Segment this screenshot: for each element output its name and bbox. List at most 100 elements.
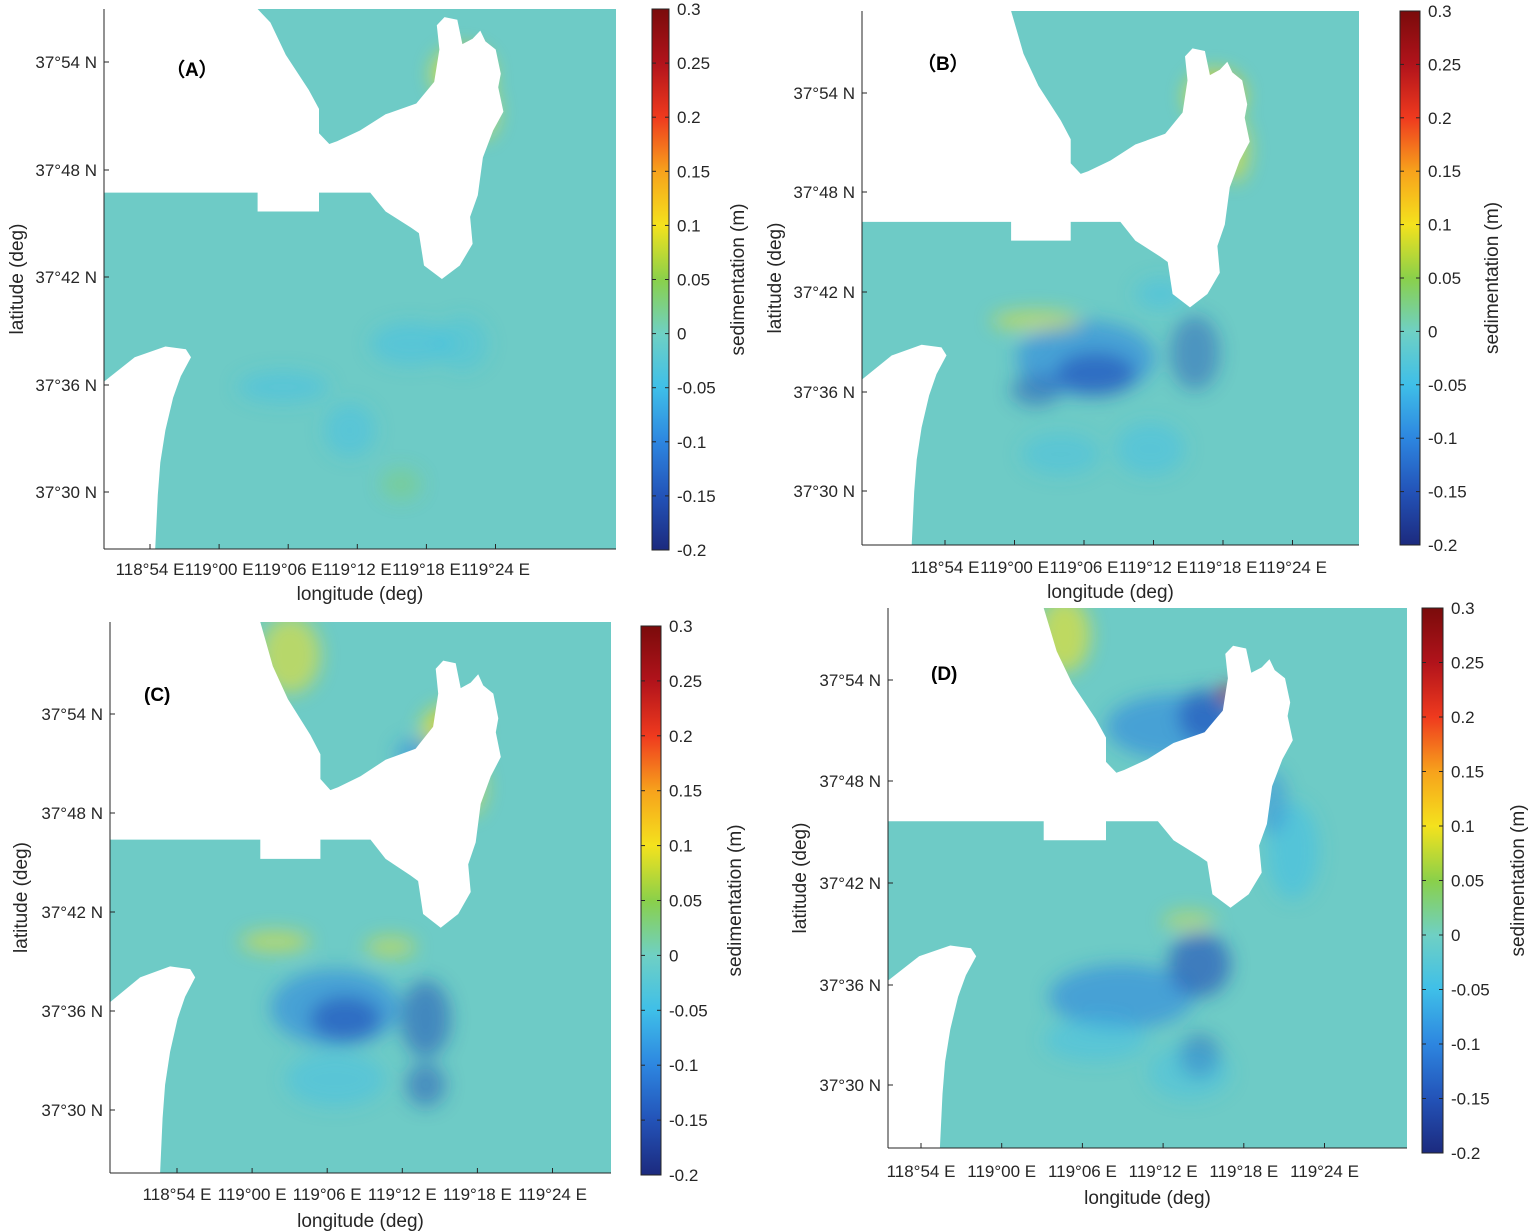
y-axis-label: latitude (deg) <box>790 823 811 934</box>
x-tick-label: 118°54 E <box>143 1185 212 1204</box>
field-patch <box>436 316 488 371</box>
colorbar-tick-label: 0.25 <box>677 54 710 73</box>
southwest-land <box>862 344 947 545</box>
y-tick-label: 37°48 N <box>35 161 97 180</box>
colorbar-tick-label: -0.05 <box>1428 376 1467 395</box>
colorbar-tick-label: -0.15 <box>1428 483 1467 502</box>
colorbar-tick-label: 0.25 <box>1451 654 1484 673</box>
y-tick-label: 37°54 N <box>35 53 97 72</box>
field-patch <box>240 930 311 953</box>
y-tick-label: 37°42 N <box>819 874 881 893</box>
colorbar-label: sedimentation (m) <box>1508 804 1529 956</box>
colorbar-label: sedimentation (m) <box>725 824 746 976</box>
colorbar-tick-label: -0.2 <box>677 541 706 560</box>
land-mask <box>104 9 504 549</box>
field-patch <box>370 322 453 366</box>
colorbar-tick-label: 0.2 <box>1428 109 1452 128</box>
x-tick-label: 119°24 E <box>518 1185 587 1204</box>
colorbar-tick-label: 0.2 <box>669 727 693 746</box>
colorbar-label: sedimentation (m) <box>728 203 749 355</box>
y-tick-label: 37°42 N <box>793 283 855 302</box>
southwest-land <box>104 346 191 549</box>
x-axis-label: longitude (deg) <box>297 584 424 605</box>
colorbar-tick-label: -0.2 <box>1428 536 1457 555</box>
field-patch <box>365 936 416 959</box>
field-patch <box>1043 1018 1148 1062</box>
land-mask <box>862 11 1250 545</box>
panel-label: （B） <box>917 52 969 75</box>
colorbar-tick-label: 0.3 <box>1428 2 1452 21</box>
colorbar-tick-label: -0.1 <box>669 1056 698 1075</box>
colorbar-tick-label: 0.25 <box>1428 55 1461 74</box>
x-tick-label: 119°24 E <box>1290 1162 1359 1181</box>
x-tick-label: 119°18 E <box>1209 1162 1278 1181</box>
colorbar-tick-label: 0 <box>1428 322 1437 341</box>
y-tick-label: 37°54 N <box>793 84 855 103</box>
peninsula-land <box>110 622 501 928</box>
colorbar-tick-label: -0.1 <box>1428 429 1457 448</box>
colorbar-tick-label: -0.2 <box>1451 1144 1480 1163</box>
colorbar-tick-label: 0.1 <box>1451 817 1475 836</box>
colorbar: 0.3 0.25 0.2 0.15 0.1 0.05 0 -0.05 -0.1 -0.15 -0.2… <box>1421 599 1529 1163</box>
field-patch <box>1048 964 1195 1030</box>
x-tick-label: 119°18 E <box>392 560 461 579</box>
panel-c: 118°54 E 119°00 E 119°06 E 119°12 E 119°18 E… <box>11 617 746 1232</box>
field-patch <box>405 1062 446 1107</box>
field-patch <box>1170 315 1220 391</box>
field-patch <box>991 310 1081 332</box>
x-tick-label: 119°00 E <box>967 1162 1036 1181</box>
x-tick-label: 119°12 E <box>1129 1162 1198 1181</box>
field-patch <box>380 468 422 501</box>
colorbar-tick-label: 0.1 <box>1428 216 1452 235</box>
x-tick-label: 119°06 E <box>254 560 323 579</box>
field-patch <box>1021 432 1101 476</box>
colorbar-tick-label: 0 <box>669 946 678 965</box>
colorbar-tick-label: 0 <box>677 325 686 344</box>
x-tick-label: 119°12 E <box>368 1185 437 1204</box>
y-axis-label: latitude (deg) <box>765 223 786 334</box>
colorbar-tick-label: 0.25 <box>669 672 702 691</box>
panel-label: (D) <box>931 664 957 685</box>
y-tick-label: 37°36 N <box>819 976 881 995</box>
field-patch <box>1163 910 1215 932</box>
x-tick-label: 119°06 E <box>293 1185 362 1204</box>
colorbar-tick-label: -0.1 <box>677 433 706 452</box>
southwest-land <box>110 966 196 1173</box>
colorbar-tick-label: -0.05 <box>669 1001 708 1020</box>
y-tick-label: 37°36 N <box>793 383 855 402</box>
colorbar-tick-label: 0.15 <box>669 782 702 801</box>
colorbar-tick-label: -0.2 <box>669 1166 698 1185</box>
x-tick-label: 119°06 E <box>1050 558 1119 577</box>
x-tick-label: 119°00 E <box>185 560 254 579</box>
colorbar: 0.3 0.25 0.2 0.15 0.1 0.05 0 -0.05 -0.1 -0.15 -0.2… <box>651 0 749 560</box>
field-patch <box>1168 932 1231 997</box>
colorbar-tick-label: 0.05 <box>1428 269 1461 288</box>
x-tick-label: 119°24 E <box>1258 558 1327 577</box>
colorbar-tick-label: -0.15 <box>677 487 716 506</box>
field-patch <box>237 370 330 404</box>
field-patch <box>1115 422 1186 476</box>
peninsula-land <box>104 9 504 279</box>
x-tick-label: 119°06 E <box>1048 1162 1117 1181</box>
x-tick-label: 119°12 E <box>323 560 392 579</box>
x-tick-label: 118°54 E <box>911 558 980 577</box>
colorbar-tick-label: 0.1 <box>669 837 693 856</box>
colorbar-tick-label: 0.05 <box>669 892 702 911</box>
colorbar: 0.3 0.25 0.2 0.15 0.1 0.05 0 -0.05 -0.1 -0.15 -0.2… <box>1399 2 1503 555</box>
colorbar-label: sedimentation (m) <box>1482 202 1503 354</box>
y-tick-label: 37°54 N <box>41 705 103 724</box>
colorbar-tick-label: 0.05 <box>677 271 710 290</box>
y-axis-label: latitude (deg) <box>7 224 28 335</box>
x-tick-label: 118°54 E <box>887 1162 956 1181</box>
colorbar-tick-label: 0.2 <box>677 108 701 127</box>
colorbar-tick-label: 0.3 <box>1451 599 1475 618</box>
peninsula-land <box>862 11 1250 308</box>
colorbar-tick-label: 0.2 <box>1451 708 1475 727</box>
colorbar-tick-label: 0 <box>1451 926 1460 945</box>
x-tick-label: 119°12 E <box>1119 558 1188 577</box>
y-tick-label: 37°48 N <box>41 804 103 823</box>
y-tick-label: 37°42 N <box>35 268 97 287</box>
colorbar-tick-label: 0.15 <box>1451 763 1484 782</box>
y-tick-label: 37°30 N <box>819 1076 881 1095</box>
